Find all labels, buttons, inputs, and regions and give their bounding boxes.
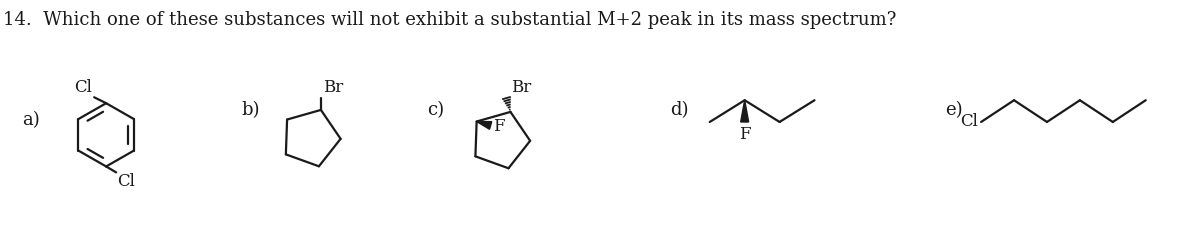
Text: a): a) xyxy=(23,111,40,129)
Text: Cl: Cl xyxy=(74,79,92,96)
Text: d): d) xyxy=(671,101,689,119)
Text: Cl: Cl xyxy=(118,173,134,190)
Text: F: F xyxy=(493,118,504,135)
Text: 14.  Which one of these substances will not exhibit a substantial M+2 peak in it: 14. Which one of these substances will n… xyxy=(4,11,896,29)
Text: F: F xyxy=(739,126,750,143)
Text: e): e) xyxy=(946,101,962,119)
Text: c): c) xyxy=(427,101,444,119)
Text: b): b) xyxy=(241,101,260,119)
Polygon shape xyxy=(476,121,492,129)
Text: Br: Br xyxy=(511,79,532,96)
Text: Br: Br xyxy=(323,79,343,96)
Polygon shape xyxy=(740,100,749,122)
Text: Cl: Cl xyxy=(960,114,978,131)
